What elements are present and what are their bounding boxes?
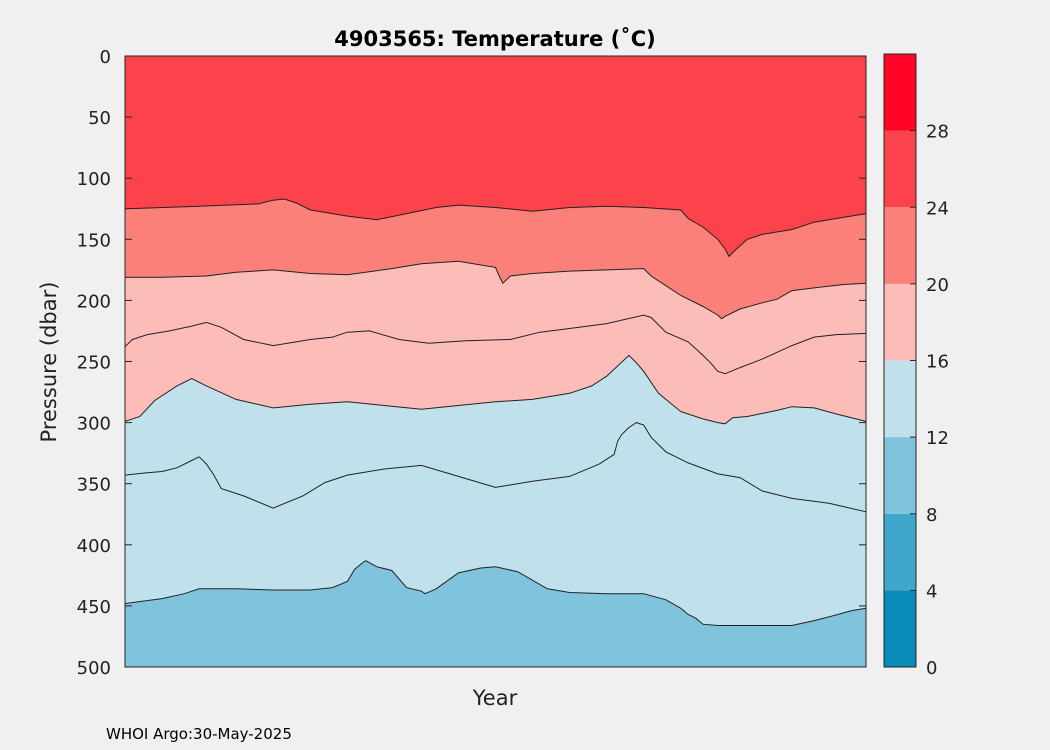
colorbar-tick-label: 20 [926,275,949,296]
colorbar-band [884,513,916,591]
y-tick-label: 500 [77,658,111,679]
y-tick-label: 50 [88,108,111,129]
y-tick-label: 450 [77,597,111,618]
band-16-20 [125,261,866,424]
colorbar-tick-label: 12 [926,428,949,449]
contour-line-t16_a [124,314,867,375]
contour-line-t16_b [124,354,867,425]
colorbar-band [884,283,916,361]
contour-lines [124,198,867,626]
chart-title: 4903565: Temperature (˚C) [334,27,655,51]
colorbar-band [884,54,916,131]
colorbar-tick-label: 24 [926,198,949,219]
colorbar-tick-label: 0 [926,658,937,679]
y-axis-label: Pressure (dbar) [37,282,61,443]
contour-line-mid [125,260,867,320]
x-axis-label: Year [472,686,518,710]
plot-area [124,55,867,668]
band-20-24 [125,199,866,319]
contour-line-t12_d [124,560,867,626]
y-tick-label: 350 [77,475,111,496]
y-tick-label: 0 [100,47,111,68]
y-tick-label: 100 [77,169,111,190]
band-12-16 [125,355,866,626]
band-24-28 [125,56,866,257]
colorbar-tick-label: 4 [926,581,937,602]
colorbar-tick-label: 8 [926,505,937,526]
band-8-12 [125,560,866,667]
contour-line-t12_c [124,422,867,513]
colorbar-band [884,360,916,438]
colorbar-band [884,207,916,284]
colorbar-tick-label: 28 [926,122,949,143]
contour-line-upper [124,198,867,258]
y-tick-label: 200 [77,291,111,312]
colorbar-band [884,437,916,514]
colorbar-band [884,130,916,208]
y-tick-label: 400 [77,536,111,557]
y-tick-label: 150 [77,230,111,251]
footer-credit: WHOI Argo:30-May-2025 [106,725,292,743]
contour-bands [125,56,866,667]
colorbar-tick-label: 16 [926,352,949,373]
colorbar-band [884,590,916,667]
y-tick-label: 250 [77,353,111,374]
y-tick-label: 300 [77,414,111,435]
colorbar: 0 4 8 12 16 20 24 28 [883,53,949,679]
y-axis: 0 50 100 150 200 250 300 350 400 450 500 [77,47,866,679]
